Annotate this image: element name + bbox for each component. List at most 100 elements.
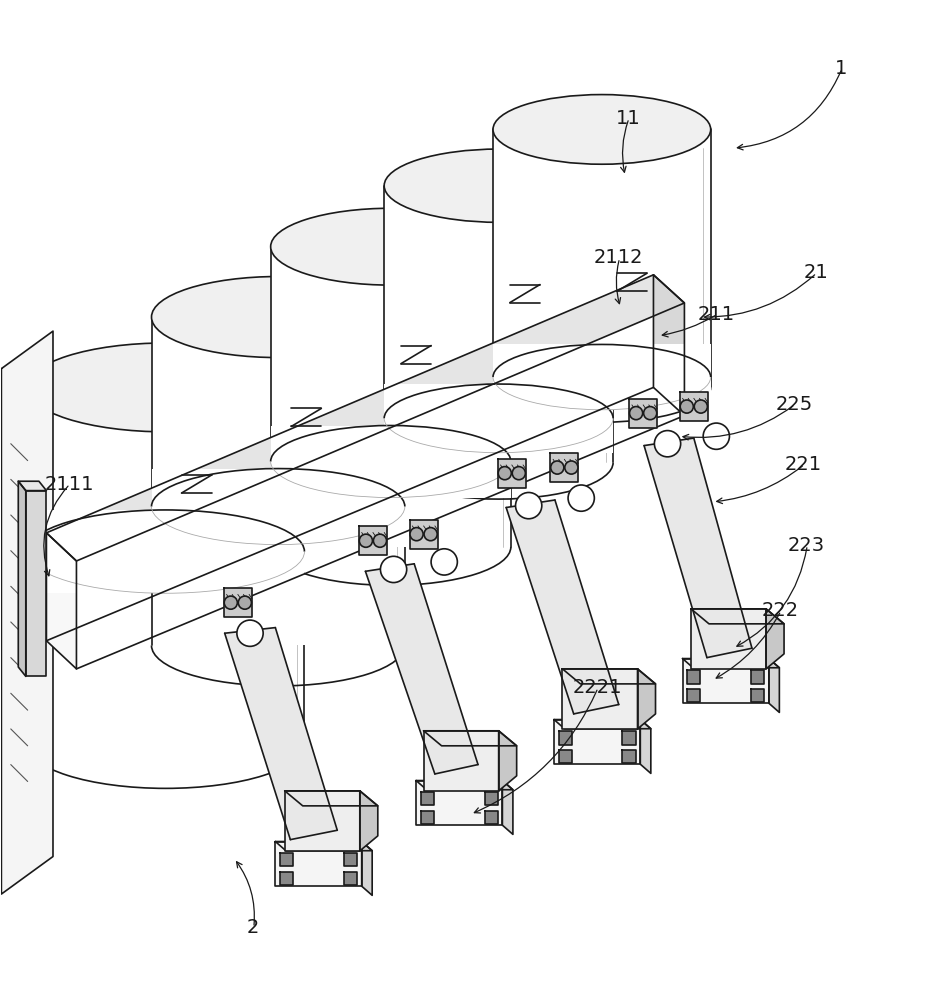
Polygon shape [485, 811, 498, 824]
Polygon shape [152, 469, 405, 545]
Polygon shape [224, 588, 252, 617]
Polygon shape [343, 872, 357, 885]
Polygon shape [152, 317, 405, 645]
Circle shape [654, 431, 680, 457]
Text: 2: 2 [247, 918, 259, 937]
Circle shape [374, 534, 387, 547]
Circle shape [568, 485, 595, 511]
Polygon shape [499, 731, 517, 791]
Polygon shape [18, 481, 46, 491]
Polygon shape [26, 510, 305, 593]
Circle shape [512, 467, 525, 480]
Polygon shape [359, 526, 387, 555]
Circle shape [237, 620, 263, 646]
Polygon shape [563, 669, 637, 729]
Text: 1: 1 [835, 59, 847, 78]
Text: 222: 222 [761, 601, 799, 620]
Ellipse shape [271, 208, 511, 285]
Polygon shape [421, 811, 434, 824]
Polygon shape [687, 670, 700, 684]
Polygon shape [679, 392, 708, 421]
Polygon shape [26, 387, 305, 744]
Ellipse shape [152, 277, 405, 358]
Polygon shape [361, 842, 373, 895]
Polygon shape [766, 609, 784, 669]
Circle shape [694, 400, 708, 413]
Polygon shape [276, 842, 361, 886]
Circle shape [550, 461, 564, 474]
Polygon shape [637, 669, 656, 729]
Polygon shape [653, 275, 684, 416]
Polygon shape [691, 609, 766, 669]
Circle shape [410, 528, 423, 541]
Polygon shape [409, 520, 438, 549]
Polygon shape [682, 659, 779, 668]
Circle shape [431, 549, 457, 575]
Circle shape [703, 423, 729, 449]
Polygon shape [276, 842, 373, 851]
Ellipse shape [493, 95, 710, 164]
Polygon shape [563, 669, 656, 684]
Polygon shape [687, 689, 700, 702]
Polygon shape [751, 670, 764, 684]
Polygon shape [493, 129, 710, 387]
Polygon shape [623, 731, 635, 745]
Polygon shape [416, 781, 502, 825]
Polygon shape [682, 659, 769, 703]
Polygon shape [271, 426, 511, 498]
Polygon shape [384, 384, 614, 453]
Polygon shape [343, 853, 357, 866]
Text: 221: 221 [785, 455, 822, 474]
Circle shape [359, 534, 373, 547]
Polygon shape [285, 791, 377, 806]
Polygon shape [25, 491, 46, 676]
Circle shape [498, 467, 511, 480]
Circle shape [424, 528, 438, 541]
Polygon shape [640, 720, 651, 773]
Circle shape [238, 596, 251, 609]
Text: 2221: 2221 [572, 678, 622, 697]
Circle shape [565, 461, 578, 474]
Polygon shape [416, 781, 513, 790]
Circle shape [224, 596, 237, 609]
Circle shape [516, 492, 542, 519]
Polygon shape [46, 275, 684, 561]
Circle shape [680, 400, 694, 413]
Polygon shape [280, 872, 294, 885]
Polygon shape [554, 720, 651, 729]
Polygon shape [554, 720, 640, 764]
Polygon shape [550, 453, 579, 482]
Text: 211: 211 [698, 305, 735, 324]
Polygon shape [285, 791, 359, 851]
Polygon shape [559, 750, 572, 763]
Polygon shape [691, 609, 784, 624]
Polygon shape [769, 659, 779, 712]
Polygon shape [623, 750, 635, 763]
Polygon shape [493, 344, 710, 410]
Polygon shape [1, 331, 53, 894]
Polygon shape [421, 792, 434, 805]
Text: 225: 225 [775, 395, 813, 414]
Polygon shape [359, 791, 377, 851]
Circle shape [630, 407, 643, 420]
Text: 21: 21 [804, 263, 828, 282]
Polygon shape [271, 247, 511, 547]
Circle shape [380, 556, 407, 583]
Polygon shape [630, 399, 657, 428]
Polygon shape [46, 533, 76, 669]
Text: 223: 223 [788, 536, 825, 555]
Polygon shape [498, 459, 526, 488]
Polygon shape [280, 853, 294, 866]
Text: 2111: 2111 [44, 475, 94, 494]
Polygon shape [502, 781, 513, 834]
Text: 11: 11 [615, 109, 641, 128]
Polygon shape [225, 628, 337, 840]
Polygon shape [384, 186, 614, 462]
Polygon shape [644, 438, 752, 658]
Polygon shape [365, 564, 478, 774]
Polygon shape [559, 731, 572, 745]
Ellipse shape [384, 149, 614, 222]
Circle shape [644, 407, 657, 420]
Polygon shape [751, 689, 764, 702]
Polygon shape [506, 500, 619, 714]
